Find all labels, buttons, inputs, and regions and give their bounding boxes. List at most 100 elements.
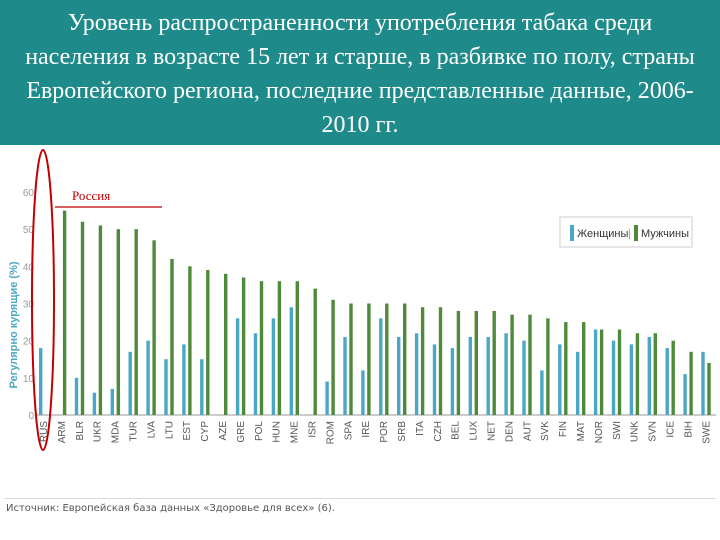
x-tick-label: HUN — [272, 421, 283, 443]
x-tick-label: MAT — [576, 421, 587, 441]
x-tick-label: SRB — [397, 421, 408, 442]
russia-highlight-ellipse — [31, 149, 55, 451]
bar-women-den — [504, 333, 508, 415]
bar-men-ltu — [170, 258, 174, 415]
x-tick-label: IRE — [361, 421, 372, 438]
bar-women-svk — [540, 370, 544, 415]
bar-men-ice — [671, 340, 675, 415]
x-tick-label: BIH — [683, 421, 694, 438]
bar-men-est — [188, 266, 192, 415]
bar-men-czh — [438, 307, 443, 415]
x-tick-label: FIN — [558, 421, 569, 437]
x-tick-label: DEN — [504, 421, 515, 442]
bar-men-net — [492, 310, 496, 415]
bar-men-blr — [80, 221, 85, 415]
y-tick-label: 20 — [23, 337, 35, 348]
x-tick-label: AUT — [522, 421, 533, 441]
bar-women-ice — [665, 348, 669, 415]
bar-men-cyp — [206, 270, 210, 415]
x-tick-label: LVA — [146, 421, 157, 439]
bar-women-mda — [110, 388, 114, 415]
bar-men-aut — [528, 314, 532, 415]
bar-women-unk — [629, 344, 634, 415]
bar-chart: 0 10 20 30 40 50 60 RUS ARM BLR UKR MDA TUR LVA LTU ES… — [8, 149, 716, 451]
bar-men-arm — [62, 210, 67, 415]
bar-men-svk — [546, 318, 550, 415]
bar-men-swe — [707, 362, 711, 415]
russia-annotation: Россия — [72, 188, 110, 203]
x-tick-label: ARM — [57, 421, 68, 443]
bar-men-isr — [313, 288, 317, 415]
bar-women-nor — [593, 329, 598, 415]
bar-women-spa — [343, 336, 347, 415]
x-tick-label: SVN — [648, 421, 659, 442]
bar-men-unk — [635, 333, 640, 415]
y-tick-label: 40 — [23, 262, 35, 273]
x-tick-label: POR — [379, 421, 390, 443]
bar-women-fin — [558, 344, 562, 415]
legend-box — [559, 216, 693, 248]
bar-women-cyp — [200, 359, 204, 415]
bar-women-swi — [611, 340, 616, 415]
page-title: Уровень распространенности употребления … — [25, 10, 695, 138]
bar-women-mat — [576, 351, 580, 415]
bar-women-lux — [468, 336, 472, 415]
bar-men-mda — [116, 229, 120, 415]
bar-women-gre — [235, 318, 240, 415]
x-tick-label: CZH — [433, 421, 444, 442]
y-tick-label: 10 — [23, 374, 35, 385]
legend-separator: | — [628, 228, 631, 240]
bar-women-hun — [271, 318, 276, 415]
x-tick-label: UKR — [93, 421, 104, 442]
chart-legend: Женщины | Мужчины — [559, 216, 693, 248]
x-tick-label: SPA — [343, 421, 354, 441]
bar-women-tur — [128, 351, 132, 415]
bar-women-est — [182, 344, 186, 415]
bar-men-aze — [224, 273, 228, 415]
source-note: Источник: Европейская база данных «Здоро… — [6, 503, 335, 514]
x-tick-label: SVK — [540, 421, 551, 441]
bar-women-czh — [432, 344, 437, 415]
x-tick-label: ROM — [325, 421, 336, 444]
x-tick-label: GRE — [236, 421, 247, 443]
bar-men-bel — [456, 310, 461, 415]
bar-women-ukr — [92, 392, 97, 415]
source-divider — [4, 498, 716, 499]
bar-men-swi — [617, 329, 622, 415]
x-tick-label: CYP — [200, 421, 211, 442]
bar-men-ita — [420, 307, 425, 415]
bar-women-por — [379, 318, 383, 415]
bar-women-lva — [146, 340, 150, 415]
bar-men-pol — [259, 281, 264, 415]
bar-men-mne — [295, 281, 299, 415]
x-tick-label: ICE — [666, 421, 677, 438]
bar-men-hun — [277, 281, 282, 415]
x-tick-label: MNE — [290, 421, 301, 444]
legend-label-women: Женщины — [577, 228, 628, 240]
x-tick-label: TUR — [129, 421, 140, 442]
x-tick-label: RUS — [39, 421, 50, 442]
legend-label-men: Мужчины — [641, 228, 689, 240]
x-tick-label: BLR — [75, 421, 86, 440]
x-tick-label: BEL — [451, 421, 462, 440]
bar-men-bih — [689, 351, 693, 415]
bar-men-lux — [474, 310, 478, 415]
bar-men-mat — [582, 322, 586, 415]
bar-men-srb — [403, 303, 407, 415]
x-tick-label: NET — [487, 421, 498, 441]
bar-men-svn — [653, 333, 657, 415]
x-tick-label: UNK — [630, 421, 641, 442]
bar-women-srb — [397, 336, 401, 415]
x-tick-label: MDA — [111, 421, 122, 444]
x-tick-label: EST — [182, 421, 193, 440]
bar-men-tur — [134, 229, 138, 415]
x-tick-label: LTU — [164, 421, 175, 439]
bar-men-por — [385, 303, 389, 415]
bar-women-blr — [74, 377, 79, 415]
bar-women-mne — [289, 307, 293, 415]
x-tick-label: AZE — [218, 421, 229, 441]
bar-women-rus — [39, 348, 43, 415]
title-banner: Уровень распространенности употребления … — [0, 0, 720, 145]
y-tick-label: 60 — [23, 188, 35, 199]
bar-men-nor — [599, 329, 604, 415]
